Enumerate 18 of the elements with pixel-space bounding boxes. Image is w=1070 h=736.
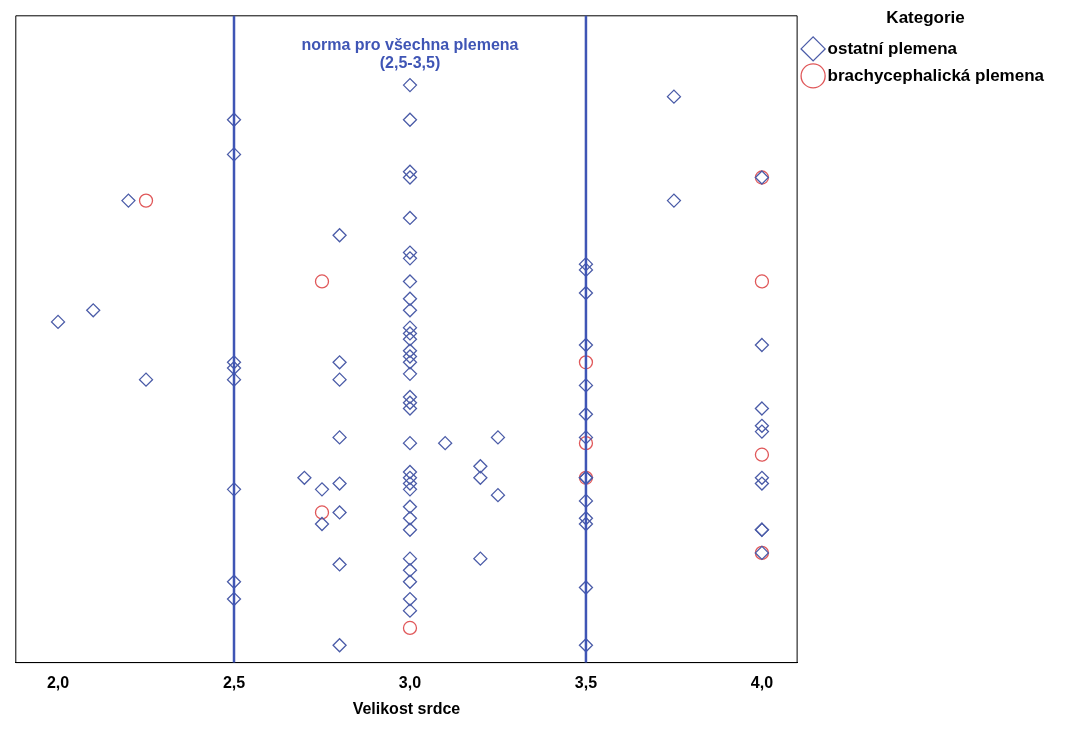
point bbox=[578, 436, 594, 451]
point bbox=[314, 274, 330, 289]
point bbox=[138, 193, 154, 208]
x-tick-label: 2,0 bbox=[46, 673, 70, 691]
x-tick-label: 3,5 bbox=[574, 673, 598, 691]
x-tick-label: 3,0 bbox=[398, 673, 422, 691]
point bbox=[402, 620, 418, 636]
text: norma pro všechna plemena (2,5-3,5) bbox=[301, 36, 519, 72]
point bbox=[578, 355, 594, 370]
point bbox=[754, 274, 770, 289]
legend-label: ostatní plemena bbox=[827, 38, 958, 58]
x-tick-label: 2,5 bbox=[222, 673, 246, 691]
point bbox=[314, 505, 330, 520]
point bbox=[754, 447, 770, 462]
legend-title: Kategorie bbox=[886, 8, 965, 28]
legend-label: brachycephalická plemena bbox=[827, 65, 1045, 85]
x-axis-title: Velikost srdce bbox=[352, 699, 461, 717]
x-tick-label: 4,0 bbox=[750, 673, 774, 691]
